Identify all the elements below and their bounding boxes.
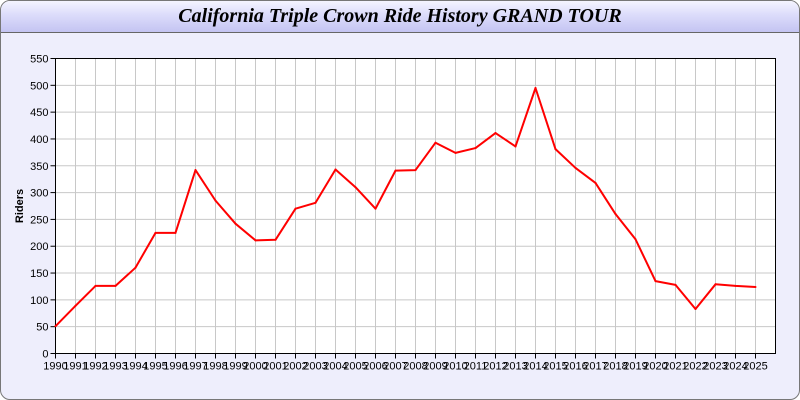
- x-tick-label: 2018: [603, 361, 627, 373]
- data-point: [174, 231, 177, 234]
- x-tick-label: 2017: [583, 361, 607, 373]
- x-tick-label: 2016: [563, 361, 587, 373]
- data-point: [554, 148, 557, 151]
- series-line: [54, 87, 756, 327]
- data-point: [714, 283, 717, 286]
- y-axis-label: Riders: [14, 189, 26, 223]
- y-tick-label: 300: [30, 188, 48, 200]
- y-tick-label: 250: [30, 214, 48, 226]
- data-point: [194, 169, 197, 172]
- data-point: [734, 284, 737, 287]
- data-point: [474, 147, 477, 150]
- x-tick-label: 2021: [663, 361, 687, 373]
- data-point: [274, 238, 277, 241]
- x-tick-label: 2024: [723, 361, 747, 373]
- x-tick-label: 1991: [63, 361, 87, 373]
- data-point: [54, 325, 57, 328]
- data-point: [294, 207, 297, 210]
- y-tick-label: 400: [30, 134, 48, 146]
- data-point: [534, 87, 537, 89]
- data-point: [454, 151, 457, 154]
- y-tick-label: 450: [30, 107, 48, 119]
- data-point: [634, 238, 637, 241]
- data-point: [74, 304, 77, 307]
- x-tick-label: 2008: [403, 361, 427, 373]
- data-point: [434, 141, 437, 144]
- x-tick-label: 2014: [523, 361, 547, 373]
- x-tick-label: 2019: [623, 361, 647, 373]
- x-tick-label: 2009: [423, 361, 447, 373]
- x-tick-label: 2010: [443, 361, 467, 373]
- data-point: [134, 266, 137, 269]
- x-tick-label: 1999: [223, 361, 247, 373]
- data-point: [694, 307, 697, 310]
- x-tick-label: 1996: [163, 361, 187, 373]
- y-tick-label: 350: [30, 161, 48, 173]
- y-tick-label: 0: [42, 349, 48, 361]
- y-tick-label: 550: [30, 54, 48, 66]
- x-tick-label: 2011: [464, 361, 488, 373]
- data-point: [494, 132, 497, 135]
- x-tick-label: 2006: [363, 361, 387, 373]
- data-point: [354, 186, 357, 189]
- y-tick-label: 100: [30, 295, 48, 307]
- x-tick-label: 2022: [683, 361, 707, 373]
- data-point: [374, 207, 377, 210]
- data-point: [334, 168, 337, 171]
- y-tick-label: 150: [30, 268, 48, 280]
- data-point: [754, 285, 757, 288]
- x-tick-label: 2012: [483, 361, 507, 373]
- plot-border: [55, 58, 776, 354]
- data-point: [614, 213, 617, 216]
- x-tick-label: 1992: [83, 361, 107, 373]
- x-tick-label: 1997: [183, 361, 207, 373]
- x-tick-label: 2005: [343, 361, 367, 373]
- y-tick-label: 500: [30, 80, 48, 92]
- x-tick-label: 2025: [743, 361, 767, 373]
- x-tick-label: 1990: [43, 361, 67, 373]
- y-tick-label: 200: [30, 241, 48, 253]
- x-tick-label: 2001: [263, 361, 287, 373]
- data-point: [254, 239, 257, 242]
- data-point: [394, 169, 397, 172]
- data-point: [574, 166, 577, 169]
- x-tick-label: 2007: [383, 361, 407, 373]
- x-tick-label: 2015: [543, 361, 567, 373]
- data-point: [114, 284, 117, 287]
- data-point: [234, 222, 237, 225]
- data-point: [214, 199, 217, 202]
- data-point: [514, 145, 517, 148]
- x-tick-label: 1998: [203, 361, 227, 373]
- data-point: [154, 231, 157, 234]
- title-bar: California Triple Crown Ride History GRA…: [1, 1, 799, 33]
- x-tick-label: 1994: [123, 361, 147, 373]
- chart-title: California Triple Crown Ride History GRA…: [178, 5, 622, 27]
- x-tick-label: 2020: [643, 361, 667, 373]
- x-tick-label: 2023: [703, 361, 727, 373]
- x-tick-label: 1995: [143, 361, 167, 373]
- x-tick-label: 2003: [303, 361, 327, 373]
- data-point: [314, 201, 317, 204]
- x-tick-label: 2000: [243, 361, 267, 373]
- data-point: [94, 284, 97, 287]
- x-tick-label: 2013: [503, 361, 527, 373]
- data-point: [654, 280, 657, 283]
- x-tick-label: 2002: [283, 361, 307, 373]
- x-tick-label: 2004: [323, 361, 347, 373]
- data-point: [674, 283, 677, 286]
- data-point: [594, 181, 597, 184]
- y-tick-label: 50: [36, 322, 48, 334]
- data-point: [414, 169, 417, 172]
- x-tick-label: 1993: [103, 361, 127, 373]
